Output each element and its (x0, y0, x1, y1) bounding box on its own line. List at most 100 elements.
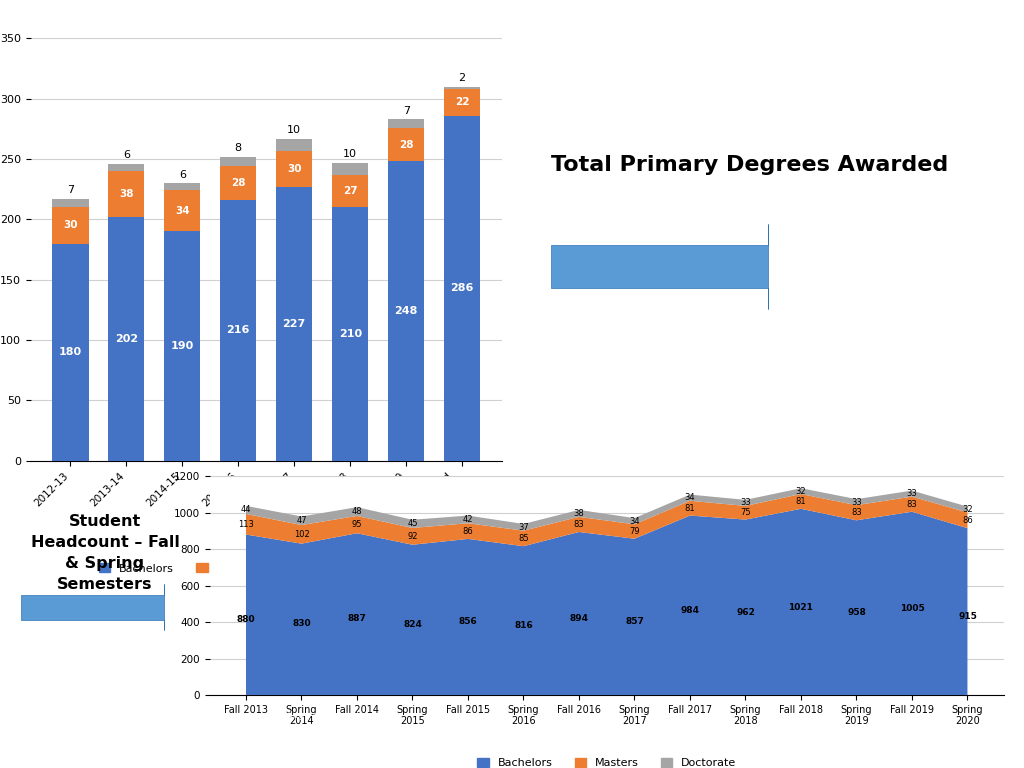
Text: 92: 92 (408, 532, 418, 541)
Text: 113: 113 (238, 520, 254, 528)
Text: 30: 30 (287, 164, 301, 174)
Bar (332, 207, 369, 461)
Text: 180: 180 (58, 347, 82, 357)
Text: 1005: 1005 (899, 604, 925, 614)
Text: 83: 83 (573, 520, 585, 529)
Legend: Bachelors, Masters, Doctorate: Bachelors, Masters, Doctorate (99, 564, 357, 574)
Text: 216: 216 (226, 326, 250, 336)
Text: 34: 34 (175, 206, 189, 216)
Bar (388, 161, 424, 461)
Text: and Natural Resources: and Natural Resources (276, 733, 379, 742)
Text: 32: 32 (963, 505, 973, 514)
Text: 33: 33 (906, 489, 918, 498)
Text: 887: 887 (347, 614, 367, 624)
Text: 880: 880 (237, 615, 255, 624)
Text: 2: 2 (459, 73, 466, 83)
Text: 32: 32 (796, 487, 806, 495)
Bar (52, 199, 88, 207)
Text: 81: 81 (796, 497, 806, 506)
Text: 210: 210 (339, 329, 361, 339)
Bar (332, 175, 369, 207)
Text: 42: 42 (463, 515, 473, 524)
Bar (52, 207, 88, 243)
Bar (388, 119, 424, 127)
Bar (444, 89, 480, 116)
Bar (332, 163, 369, 175)
Text: 8: 8 (979, 739, 988, 753)
Text: 44: 44 (241, 505, 251, 515)
Text: 958: 958 (847, 608, 866, 617)
Text: 830: 830 (292, 619, 311, 628)
Text: 202: 202 (115, 334, 138, 344)
Bar (276, 151, 312, 187)
Text: 10: 10 (343, 149, 357, 159)
Text: 816: 816 (514, 621, 532, 630)
Text: 10: 10 (287, 125, 301, 135)
Text: 75: 75 (740, 508, 751, 517)
Text: 38: 38 (119, 189, 133, 199)
Bar (220, 157, 256, 167)
Bar (276, 187, 312, 461)
Bar (109, 217, 144, 461)
Text: 27: 27 (343, 186, 357, 196)
Text: 227: 227 (283, 319, 306, 329)
Text: 33: 33 (740, 498, 751, 508)
Text: 7: 7 (67, 185, 74, 195)
Bar (52, 243, 88, 461)
Text: 190: 190 (171, 341, 194, 351)
Text: 6: 6 (179, 170, 185, 180)
Bar (164, 231, 201, 461)
Text: 86: 86 (963, 516, 973, 525)
Bar (276, 138, 312, 151)
Text: 38: 38 (573, 509, 585, 518)
Text: 286: 286 (451, 283, 474, 293)
Text: College of Agriculture: College of Agriculture (276, 710, 375, 720)
Text: 81: 81 (685, 504, 695, 513)
Text: 7: 7 (402, 106, 410, 116)
Text: 37: 37 (518, 523, 528, 531)
Text: 824: 824 (403, 620, 422, 629)
Text: 962: 962 (736, 608, 755, 617)
Bar (388, 127, 424, 161)
Bar (109, 171, 144, 217)
Polygon shape (20, 584, 164, 630)
Text: 33: 33 (851, 498, 862, 507)
Text: 79: 79 (629, 527, 640, 536)
Bar (444, 116, 480, 461)
Text: 1021: 1021 (788, 603, 813, 612)
Text: 85: 85 (518, 534, 528, 543)
Text: 86: 86 (463, 527, 473, 535)
Bar (220, 200, 256, 461)
Text: 34: 34 (685, 493, 695, 502)
Text: 6: 6 (123, 151, 130, 161)
Text: UNIVERSITY: UNIVERSITY (102, 714, 173, 724)
Text: 856: 856 (459, 617, 477, 626)
Text: Total Primary Degrees Awarded: Total Primary Degrees Awarded (551, 155, 948, 175)
Text: 47: 47 (296, 516, 307, 525)
Text: 984: 984 (681, 606, 699, 615)
Text: 48: 48 (351, 507, 362, 516)
Text: 45: 45 (408, 519, 418, 528)
Text: 857: 857 (625, 617, 644, 626)
Text: 894: 894 (569, 614, 589, 623)
Legend: Bachelors, Masters, Doctorate: Bachelors, Masters, Doctorate (473, 753, 740, 768)
Bar (164, 184, 201, 190)
Bar (109, 164, 144, 171)
Text: 102: 102 (294, 530, 309, 539)
Text: 83: 83 (906, 500, 918, 508)
Polygon shape (551, 224, 768, 309)
Text: Student
Headcount – Fall
& Spring
Semesters: Student Headcount – Fall & Spring Semest… (31, 514, 179, 592)
Text: 95: 95 (351, 520, 362, 529)
Text: 248: 248 (394, 306, 418, 316)
Text: of WYOMING: of WYOMING (102, 732, 177, 742)
Text: 28: 28 (231, 178, 246, 188)
Text: 22: 22 (455, 98, 469, 108)
Text: 34: 34 (629, 517, 640, 526)
Bar (164, 190, 201, 231)
Bar (220, 167, 256, 200)
Bar (444, 87, 480, 89)
Text: 28: 28 (399, 140, 414, 150)
Text: 8: 8 (234, 143, 242, 153)
Text: 30: 30 (63, 220, 78, 230)
Text: 915: 915 (958, 612, 977, 621)
